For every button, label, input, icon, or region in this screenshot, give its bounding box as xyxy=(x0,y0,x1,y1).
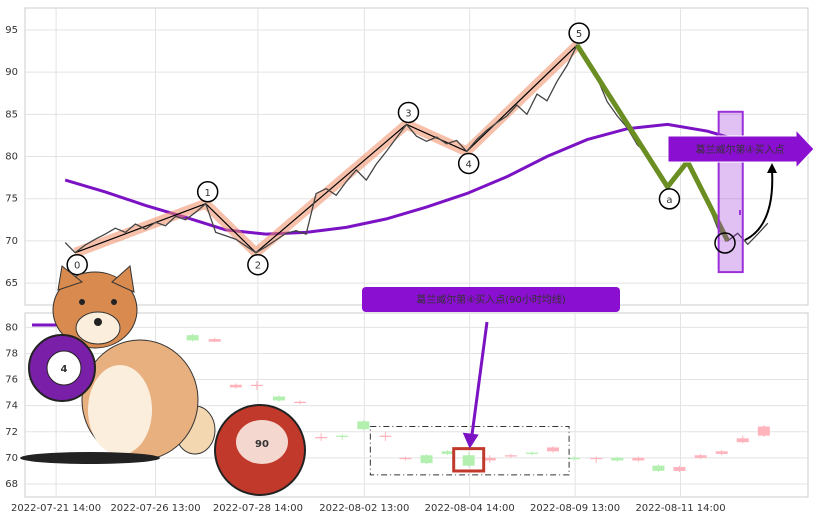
y-tick-label: 78 xyxy=(5,348,18,359)
x-tick-label: 2022-08-02 13:00 xyxy=(319,503,409,514)
candle-body xyxy=(757,426,770,436)
y-tick-label: 80 xyxy=(5,322,18,333)
dog-chest xyxy=(88,365,152,455)
callout-text: 葛兰威尔第④买入点 xyxy=(696,143,785,156)
candle-body xyxy=(294,401,307,404)
x-tick-label: 2022-07-21 14:00 xyxy=(11,503,101,514)
x-tick-label: 2022-07-28 14:00 xyxy=(213,503,303,514)
range-box xyxy=(369,426,570,476)
x-tick-label: 2022-08-04 14:00 xyxy=(425,503,515,514)
annotation-text: 葛兰威尔第④买入点(90小时均线) xyxy=(416,293,566,306)
y-tick-label: 70 xyxy=(5,236,18,247)
annotation-box xyxy=(362,287,620,312)
y-tick-label: 65 xyxy=(5,278,18,289)
candle-body xyxy=(272,396,285,401)
candle-body xyxy=(229,384,242,388)
dog-ear xyxy=(111,265,135,293)
y-tick-label: 85 xyxy=(5,109,18,120)
y-tick-label: 68 xyxy=(5,479,18,490)
ball-90-label: 90 xyxy=(255,439,269,450)
y-tick-label: 70 xyxy=(5,453,18,464)
candle-body xyxy=(250,384,263,387)
candle-body xyxy=(379,435,392,437)
wave-marker xyxy=(457,152,480,175)
wave-line xyxy=(74,44,578,254)
dog-muzzle xyxy=(75,311,121,345)
dog-ear xyxy=(57,265,84,291)
marked-candle xyxy=(452,447,486,473)
wave-marker xyxy=(568,22,590,44)
candle-body xyxy=(441,451,454,454)
candle-body xyxy=(652,465,665,471)
wave-marker xyxy=(658,188,681,210)
candle-body xyxy=(673,466,686,471)
wave-label: 2 xyxy=(255,261,261,272)
wave-label: 0 xyxy=(74,261,80,272)
wave-marker xyxy=(247,253,269,276)
wave-label: 5 xyxy=(576,29,582,40)
dog-shadow xyxy=(20,452,160,464)
x-tick-label: 2022-07-26 13:00 xyxy=(110,503,200,514)
candle-body xyxy=(715,451,728,454)
ball-90-spot xyxy=(236,420,288,464)
annotation-arrow-head xyxy=(462,432,479,449)
candle-body xyxy=(694,455,707,458)
candle-body xyxy=(208,339,221,342)
curved-arrow-head xyxy=(767,163,777,173)
wave-marker xyxy=(196,181,219,203)
wave-label: 4 xyxy=(466,159,472,170)
y-tick-label: 76 xyxy=(5,375,18,386)
y-tick-label: 74 xyxy=(5,401,18,412)
candle-body xyxy=(525,452,538,454)
wave-marker xyxy=(66,253,88,276)
y-tick-label: 75 xyxy=(5,194,18,205)
x-tick-label: 2022-08-11 14:00 xyxy=(635,503,725,514)
y-tick-label: 95 xyxy=(5,25,18,36)
candle-body xyxy=(568,457,581,460)
y-tick-label: 80 xyxy=(5,152,18,163)
candle-body xyxy=(399,457,412,460)
wave-marker xyxy=(397,101,420,124)
wave-label: 1 xyxy=(205,188,211,199)
candle-body xyxy=(420,455,433,464)
y-tick-label: 72 xyxy=(5,427,18,438)
candle-body xyxy=(186,335,199,341)
buy-point xyxy=(714,232,736,254)
candle-body xyxy=(462,455,475,466)
correction-line xyxy=(574,43,730,243)
wave-label: 3 xyxy=(405,108,411,119)
x-tick-label: 2022-08-09 13:00 xyxy=(530,503,620,514)
callout-box xyxy=(667,128,814,170)
dog-illustration xyxy=(20,265,216,464)
candle-body xyxy=(357,421,370,430)
candle-body xyxy=(547,447,560,452)
candle-body xyxy=(611,457,624,461)
candle-body xyxy=(336,435,349,437)
dog-eye xyxy=(79,299,85,305)
candle-body xyxy=(483,457,496,461)
candle-body xyxy=(315,436,328,439)
candle-body xyxy=(736,438,749,443)
dog-eye xyxy=(111,299,117,305)
dog-nose xyxy=(94,318,102,326)
wave-label: a xyxy=(666,195,672,206)
candle-body xyxy=(632,457,645,461)
candle-body xyxy=(590,457,603,460)
y-tick-label: 90 xyxy=(5,67,18,78)
annotation-arrow xyxy=(469,321,489,445)
curved-arrow xyxy=(744,169,774,241)
ball-4-spot xyxy=(46,350,82,386)
candle-body xyxy=(504,455,517,457)
ball-4-label: 4 xyxy=(61,364,68,375)
